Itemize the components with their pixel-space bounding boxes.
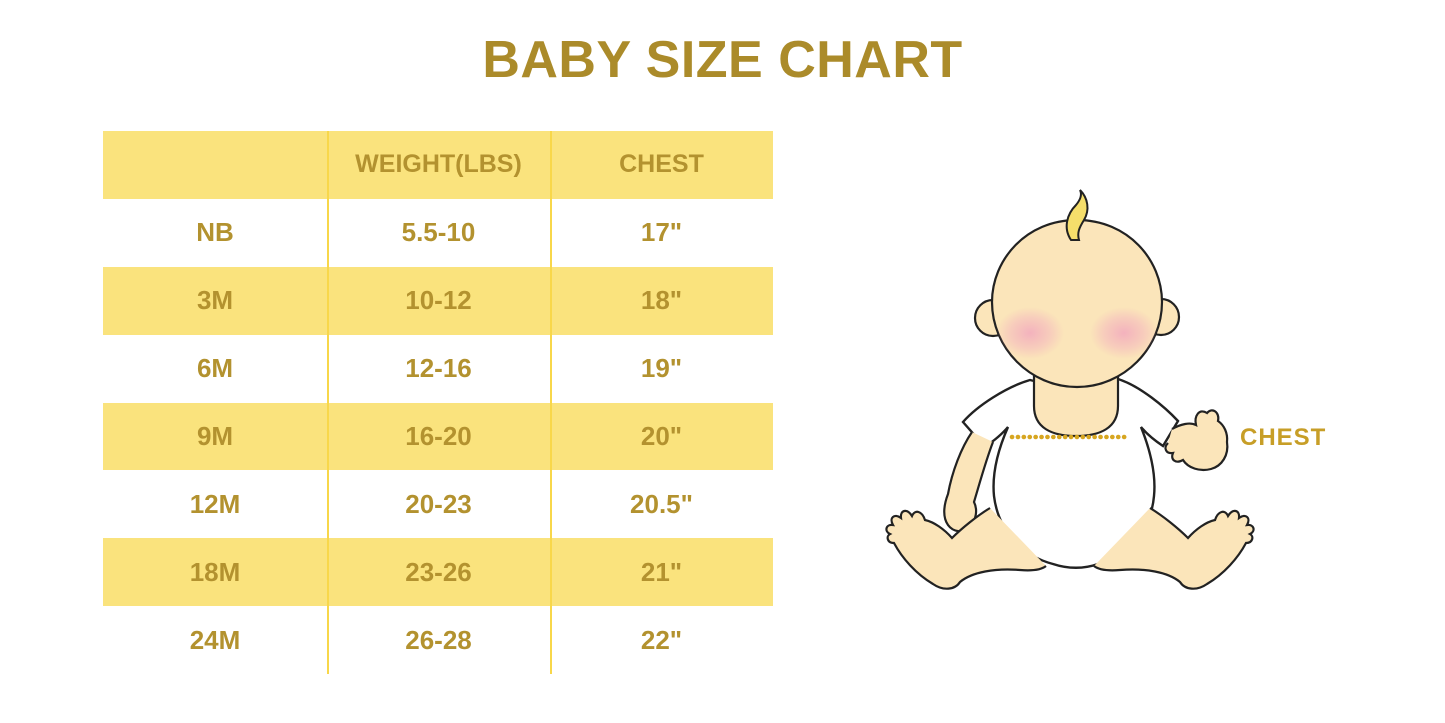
chest-cell: 17" — [640, 217, 683, 248]
baby-right-arm-fist — [1164, 409, 1229, 472]
weight-cell: 12-16 — [405, 353, 472, 384]
chest-cell: 20.5" — [630, 488, 693, 519]
baby-blush — [996, 307, 1158, 359]
size-cell: 18M — [189, 556, 241, 587]
column-divider — [550, 131, 552, 674]
weight-cell: 23-26 — [405, 556, 472, 587]
table-row: 24M 26-28 22" — [103, 606, 773, 674]
table-row: 9M 16-20 20" — [103, 402, 773, 471]
table-row: NB 5.5-10 17" — [103, 199, 773, 267]
table-row: 6M 12-16 19" — [103, 335, 773, 403]
page-title: BABY SIZE CHART — [482, 31, 963, 89]
chest-cell: 19" — [640, 353, 683, 384]
chest-cell: 21" — [640, 556, 683, 587]
size-cell: NB — [196, 217, 234, 248]
header-size-cell — [103, 131, 327, 199]
baby-right-leg — [1093, 507, 1255, 590]
weight-cell: 10-12 — [405, 285, 472, 316]
weight-cell: 5.5-10 — [401, 217, 476, 248]
column-divider — [327, 131, 329, 674]
chest-cell: 22" — [640, 624, 683, 655]
table-header-row: WEIGHT(LBS) CHEST — [103, 131, 773, 199]
header-weight-cell: WEIGHT(LBS) — [355, 150, 522, 179]
weight-cell: 16-20 — [405, 420, 472, 451]
table-row: 3M 10-12 18" — [103, 266, 773, 335]
table-row: 12M 20-23 20.5" — [103, 470, 773, 538]
size-cell: 24M — [189, 624, 241, 655]
baby-illustration — [860, 180, 1360, 620]
baby-head — [990, 218, 1164, 389]
baby-hair-curl — [1065, 189, 1089, 241]
baby-left-leg — [885, 507, 1047, 590]
size-cell: 12M — [189, 488, 241, 519]
size-table: WEIGHT(LBS) CHEST NB 5.5-10 17" 3M 10-12… — [103, 131, 773, 674]
size-cell: 9M — [196, 420, 234, 451]
table-row: 18M 23-26 21" — [103, 538, 773, 607]
weight-cell: 26-28 — [405, 624, 472, 655]
chest-cell: 20" — [640, 420, 683, 451]
size-cell: 3M — [196, 285, 234, 316]
baby-left-arm — [943, 431, 995, 533]
header-chest-cell: CHEST — [619, 150, 704, 179]
chest-cell: 18" — [640, 285, 683, 316]
size-cell: 6M — [196, 353, 234, 384]
chest-label: CHEST — [1240, 424, 1327, 451]
weight-cell: 20-23 — [405, 488, 472, 519]
